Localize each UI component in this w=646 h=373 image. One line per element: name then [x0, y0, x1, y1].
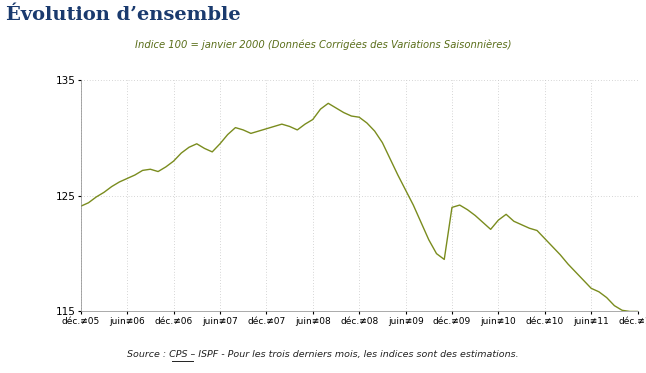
Text: Source : CPS – ISPF - Pour les trois derniers mois, les indices sont des estimat: Source : CPS – ISPF - Pour les trois der…: [127, 350, 519, 359]
Text: Indice 100 = janvier 2000 (Données Corrigées des Variations Saisonnières): Indice 100 = janvier 2000 (Données Corri…: [135, 39, 511, 50]
Text: Évolution d’ensemble: Évolution d’ensemble: [6, 6, 241, 23]
